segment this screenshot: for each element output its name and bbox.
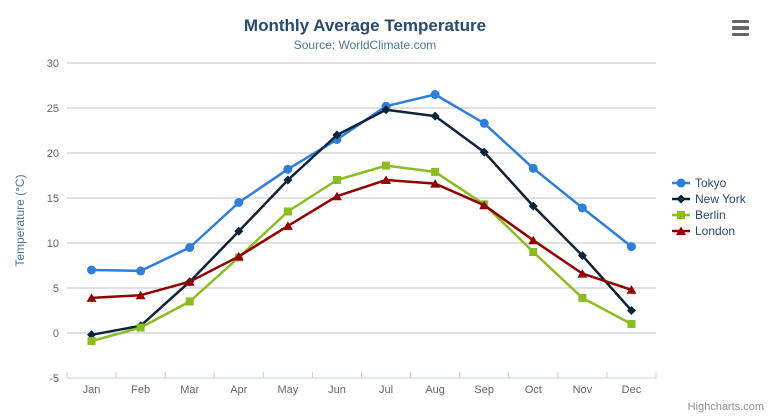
legend-marker-shape[interactable] (676, 178, 686, 188)
legend-label: London (695, 224, 736, 238)
y-axis-tick-label: -5 (49, 373, 59, 385)
x-axis-tick-label: Apr (230, 384, 247, 396)
legend-item-new-york[interactable]: New York (671, 192, 746, 206)
hamburger-menu-icon (732, 26, 749, 30)
diamond-legend-marker-icon (672, 194, 690, 204)
data-point-marker[interactable] (528, 163, 538, 173)
data-point-marker[interactable] (528, 235, 539, 245)
data-point-marker[interactable] (87, 330, 97, 340)
hamburger-menu-icon (732, 32, 749, 36)
y-axis-tick-label: 5 (53, 283, 59, 295)
data-point-marker[interactable] (86, 293, 97, 302)
x-axis-tick-label: Mar (180, 384, 199, 396)
x-axis-tick-label: Nov (573, 384, 593, 396)
legend: Tokyo New York Berlin London (671, 176, 746, 238)
data-point-marker[interactable] (184, 277, 195, 286)
data-point-marker[interactable] (185, 297, 194, 306)
y-axis-tick-label: 10 (47, 238, 59, 250)
data-point-marker[interactable] (626, 306, 636, 315)
data-point-marker[interactable] (627, 320, 636, 328)
data-point-marker[interactable] (626, 285, 637, 294)
x-axis-tick-label: Jul (379, 384, 393, 396)
legend-label: New York (695, 192, 746, 206)
series-line (91, 178, 632, 300)
x-axis-tick-label: Jan (83, 384, 101, 396)
data-point-marker[interactable] (577, 269, 588, 278)
legend-label: Berlin (695, 208, 726, 222)
x-axis-tick-label: Dec (622, 384, 642, 396)
data-point-marker[interactable] (87, 265, 97, 275)
legend-item-berlin[interactable]: Berlin (671, 208, 746, 222)
data-point-marker[interactable] (626, 242, 636, 252)
legend-item-london[interactable]: London (671, 224, 746, 238)
square-legend-marker-icon (672, 211, 690, 219)
data-point-marker[interactable] (431, 167, 440, 176)
x-axis-tick-label: Oct (525, 384, 542, 396)
y-axis-tick-label: 30 (47, 58, 59, 70)
hamburger-menu-icon (732, 20, 749, 24)
data-point-marker[interactable] (382, 161, 391, 170)
legend-marker-shape[interactable] (676, 194, 686, 204)
y-axis-title: Temperature (°C) (13, 174, 27, 266)
circle-legend-marker-icon (672, 178, 690, 188)
legend-item-tokyo[interactable]: Tokyo (671, 176, 746, 190)
y-axis-tick-label: 0 (53, 328, 59, 340)
legend-label: Tokyo (695, 176, 727, 190)
x-axis-tick-label: Aug (425, 384, 445, 396)
y-axis-tick-label: 20 (47, 148, 59, 160)
data-point-marker[interactable] (234, 198, 244, 207)
export-menu-button[interactable] (731, 19, 751, 37)
data-point-marker[interactable] (331, 191, 342, 201)
data-point-marker[interactable] (136, 266, 146, 276)
y-axis-tick-label: 15 (47, 193, 59, 205)
legend-marker-shape[interactable] (677, 211, 685, 219)
data-point-marker[interactable] (430, 111, 440, 121)
data-point-marker[interactable] (283, 164, 293, 174)
data-point-marker[interactable] (577, 203, 587, 213)
x-axis-tick-label: Jun (328, 384, 346, 396)
data-point-marker[interactable] (87, 337, 96, 346)
data-point-marker[interactable] (234, 226, 244, 236)
series-london[interactable] (86, 175, 637, 302)
chart-title: Monthly Average Temperature (243, 16, 487, 35)
series-line (91, 108, 633, 337)
data-point-marker[interactable] (282, 221, 293, 230)
y-axis-tick-label: 25 (47, 103, 59, 115)
data-point-marker[interactable] (332, 130, 342, 140)
triangle-legend-marker-icon (672, 226, 690, 236)
data-point-marker[interactable] (528, 201, 538, 211)
data-point-marker[interactable] (430, 179, 441, 188)
data-point-marker[interactable] (578, 293, 587, 302)
x-axis-tick-label: May (277, 384, 298, 396)
x-axis-tick-label: Sep (474, 384, 494, 396)
legend-marker-shape[interactable] (676, 226, 686, 236)
data-point-marker[interactable] (283, 175, 293, 185)
series-line (91, 164, 633, 343)
data-point-marker[interactable] (233, 252, 244, 261)
series-new-york[interactable] (87, 105, 636, 340)
data-point-marker[interactable] (479, 200, 490, 210)
series-line (91, 93, 633, 273)
data-point-marker[interactable] (381, 105, 391, 115)
data-point-marker[interactable] (430, 90, 440, 99)
data-point-marker[interactable] (479, 118, 489, 128)
chart-subtitle: Source: WorldClimate.com (293, 38, 437, 52)
data-point-marker[interactable] (381, 175, 392, 185)
data-point-marker[interactable] (136, 323, 145, 332)
data-point-marker[interactable] (577, 251, 587, 261)
data-point-marker[interactable] (479, 147, 489, 157)
x-axis-tick-label: Feb (131, 384, 150, 396)
data-point-marker[interactable] (283, 207, 292, 216)
data-point-marker[interactable] (529, 248, 538, 256)
series-tokyo[interactable] (87, 90, 636, 276)
data-point-marker[interactable] (135, 290, 146, 300)
credits-link[interactable]: Highcharts.com (687, 401, 764, 413)
data-point-marker[interactable] (185, 243, 195, 252)
data-point-marker[interactable] (332, 176, 341, 184)
